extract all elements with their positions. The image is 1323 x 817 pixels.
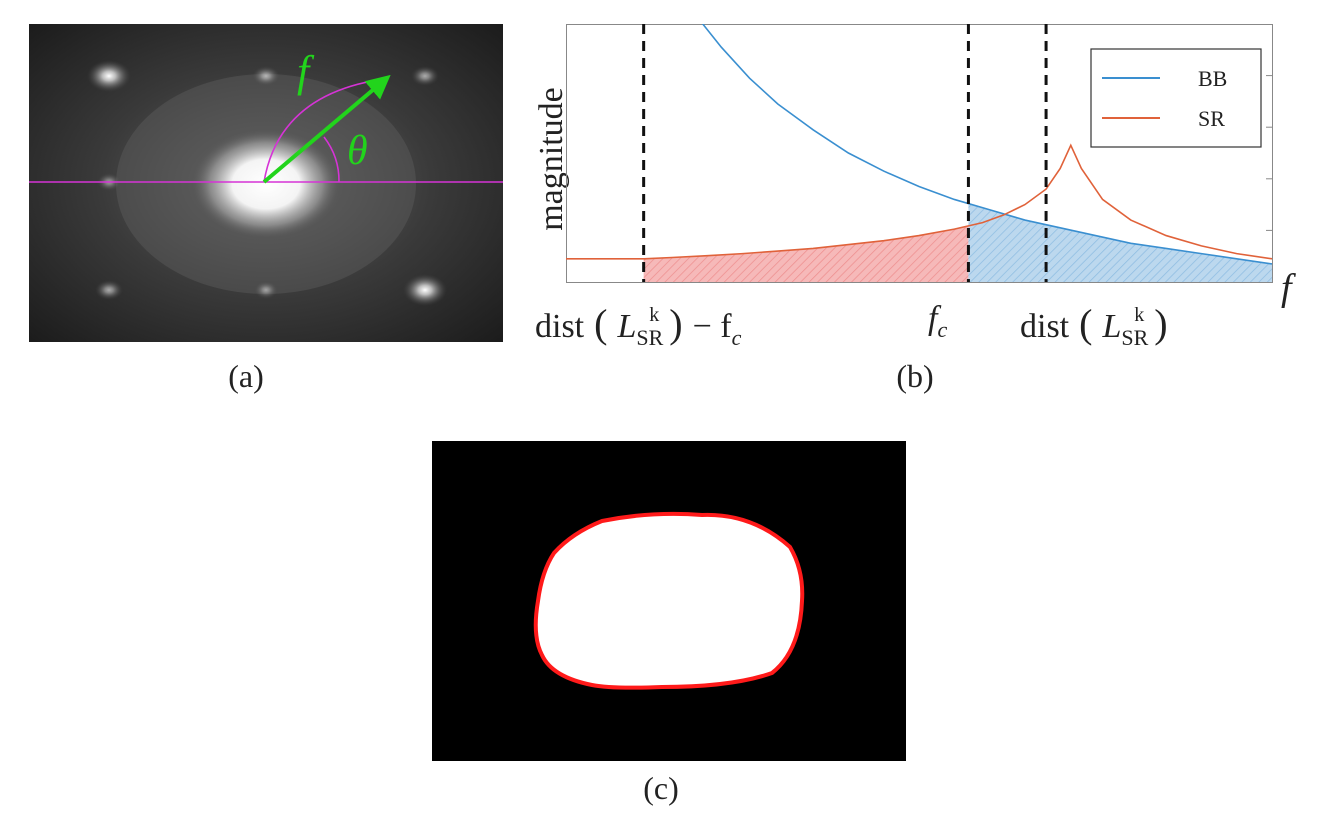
- frequency-arc: [263, 78, 385, 183]
- shaded-region-sr: [643, 225, 969, 282]
- caption-a: (a): [228, 358, 264, 394]
- legend-bb-label: BB: [1198, 66, 1227, 91]
- series-line-sr: [566, 143, 1273, 260]
- xtick-left-label: dist ( LSRk ) − fc: [535, 301, 742, 350]
- spot-bot-right: [403, 274, 447, 306]
- spot-bot-left: [95, 280, 123, 300]
- caption-c: (c): [643, 770, 679, 806]
- spot-top-mid: [252, 66, 280, 86]
- shaded-region-bb: [968, 203, 1272, 282]
- legend-box: BB SR: [1090, 48, 1262, 148]
- spot-bot-mid: [254, 281, 278, 299]
- label-theta: θ: [347, 128, 368, 174]
- panel-a-spectrum: f θ: [29, 24, 503, 342]
- panel-b-chart: [566, 24, 1273, 283]
- region-contour: [533, 511, 805, 690]
- series-line-bb: [701, 24, 1273, 265]
- caption-b: (b): [896, 358, 934, 394]
- spot-top-left: [87, 60, 131, 92]
- spot-top-right: [411, 66, 439, 86]
- xtick-right-label: dist ( LSRk ): [1020, 301, 1168, 350]
- plot-frame: [566, 24, 1273, 283]
- panel-c-mask: [432, 441, 906, 761]
- xlabel-f: f: [1281, 267, 1292, 309]
- xtick-mid-label: fc: [928, 300, 948, 342]
- legend-sr-label: SR: [1198, 106, 1225, 131]
- frequency-vector-arrow: [262, 74, 391, 184]
- angle-arc: [323, 136, 340, 183]
